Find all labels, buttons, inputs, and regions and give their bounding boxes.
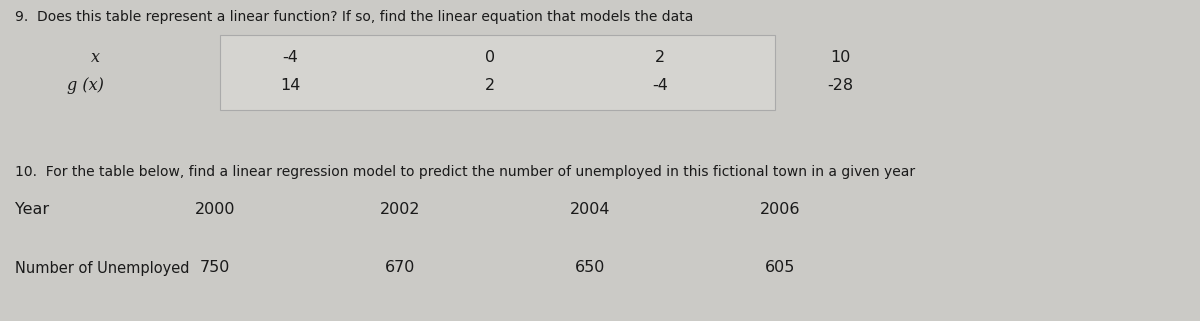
Text: 650: 650 [575, 261, 605, 275]
Text: 750: 750 [200, 261, 230, 275]
Text: 2: 2 [485, 77, 496, 92]
Text: Year: Year [14, 203, 49, 218]
Text: -4: -4 [652, 77, 668, 92]
Text: 9.  Does this table represent a linear function? If so, find the linear equation: 9. Does this table represent a linear fu… [14, 10, 694, 24]
Text: 10.  For the table below, find a linear regression model to predict the number o: 10. For the table below, find a linear r… [14, 165, 916, 179]
Text: -4: -4 [282, 49, 298, 65]
Text: 0: 0 [485, 49, 496, 65]
Text: Number of Unemployed: Number of Unemployed [14, 261, 190, 275]
Text: 2006: 2006 [760, 203, 800, 218]
Text: 14: 14 [280, 77, 300, 92]
Text: 2: 2 [655, 49, 665, 65]
Text: 670: 670 [385, 261, 415, 275]
Text: -28: -28 [827, 77, 853, 92]
Text: 2004: 2004 [570, 203, 611, 218]
Text: 605: 605 [764, 261, 796, 275]
Bar [220, 35, 775, 110]
Text: 2002: 2002 [379, 203, 420, 218]
Text: 2000: 2000 [194, 203, 235, 218]
Text: g (x): g (x) [66, 76, 103, 93]
Text: x: x [90, 48, 100, 65]
Text: 10: 10 [830, 49, 850, 65]
